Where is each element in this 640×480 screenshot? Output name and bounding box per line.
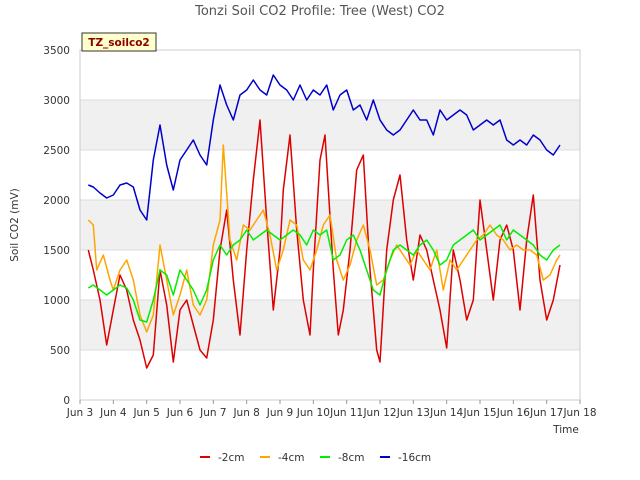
y-tick-label: 0 bbox=[63, 395, 70, 407]
series-line-minus-2cm bbox=[87, 119, 561, 369]
badge-box bbox=[81, 32, 157, 52]
legend-label: -8cm bbox=[338, 452, 364, 464]
x-tick-label: Jun 8 bbox=[232, 407, 259, 419]
y-tick-label: 1000 bbox=[43, 295, 70, 307]
background-band bbox=[80, 100, 580, 150]
x-tick-label: Jun 14 bbox=[429, 407, 463, 419]
chart-title: Tonzi Soil CO2 Profile: Tree (West) CO2 bbox=[194, 4, 445, 19]
x-tick-label: Jun 6 bbox=[166, 407, 194, 419]
legend-label: -16cm bbox=[398, 452, 431, 464]
y-tick-label: 2000 bbox=[43, 195, 70, 207]
x-tick-label: Jun 15 bbox=[462, 407, 496, 419]
y-axis-ticks: 0 500 1000 1500 2000 2500 3000 3500 bbox=[43, 45, 70, 407]
x-tick-label: Jun 7 bbox=[199, 407, 226, 419]
background-band bbox=[80, 300, 580, 350]
y-tick-label: 1500 bbox=[43, 245, 70, 257]
badge: TZ_soilco2 bbox=[81, 32, 157, 52]
series-line-minus-4cm bbox=[87, 144, 561, 333]
y-tick-label: 3000 bbox=[43, 95, 70, 107]
y-tick-label: 500 bbox=[50, 345, 70, 357]
y-tick-label: 3500 bbox=[43, 45, 70, 57]
badge-label: TZ_soilco2 bbox=[88, 37, 149, 49]
x-tick-label: Jun 11 bbox=[329, 407, 363, 419]
x-tick-label: Jun 13 bbox=[396, 407, 430, 419]
x-tick-label: Jun 18 bbox=[562, 407, 596, 419]
x-tick-label: Jun 10 bbox=[296, 407, 330, 419]
plot-frame bbox=[79, 49, 581, 401]
series-line-minus-16cm bbox=[88, 74, 561, 221]
x-axis-ticks: Jun 3 Jun 4 Jun 5 Jun 6 Jun 7 Jun 8 Jun 9 Jun 1… bbox=[66, 400, 597, 419]
x-tick-label: Jun 4 bbox=[99, 407, 127, 419]
y-tick-label: 2500 bbox=[43, 145, 70, 157]
legend-label: -4cm bbox=[278, 452, 304, 464]
legend: -2cm -4cm -8cm -16cm bbox=[200, 452, 431, 464]
series-line-minus-8cm bbox=[87, 224, 561, 323]
x-tick-label: Jun 5 bbox=[132, 407, 159, 419]
x-tick-label: Jun 3 bbox=[66, 407, 93, 419]
x-tick-label: Jun 16 bbox=[496, 407, 530, 419]
legend-label: -2cm bbox=[218, 452, 244, 464]
y-axis-label: Soil CO2 (mV) bbox=[9, 188, 21, 261]
x-tick-label: Jun 17 bbox=[529, 407, 563, 419]
x-tick-label: Jun 9 bbox=[266, 407, 293, 419]
x-tick-label: Jun 12 bbox=[362, 407, 396, 419]
x-axis-label: Time bbox=[552, 424, 579, 436]
series-lines bbox=[87, 74, 561, 369]
